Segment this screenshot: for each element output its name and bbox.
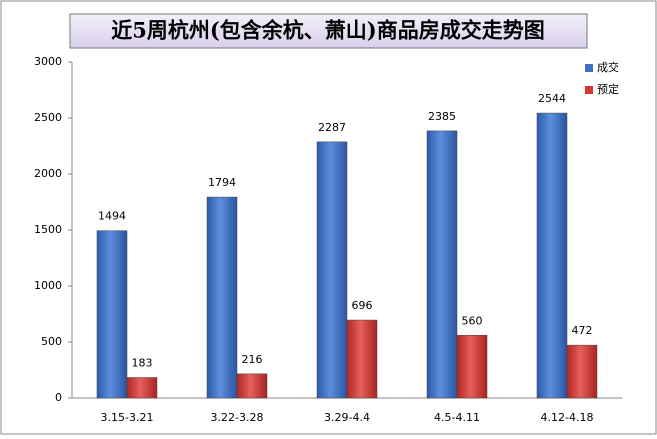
bar [346,319,378,399]
bar [536,112,568,399]
y-tick-label: 1000 [34,279,62,292]
legend-label: 成交 [597,60,619,74]
data-label: 696 [352,299,373,312]
x-tick-label: 3.29-4.4 [324,411,370,424]
bar [96,230,128,399]
x-tick-label: 3.22-3.28 [211,411,264,424]
x-tick-label: 4.12-4.18 [541,411,594,424]
legend-label: 预定 [597,82,619,96]
data-label: 472 [572,324,593,337]
bar [426,130,458,399]
data-label: 2385 [428,110,456,123]
y-tick-label: 2000 [34,167,62,180]
data-label: 216 [242,353,263,366]
x-tick-label: 3.15-3.21 [101,411,154,424]
data-label: 560 [462,314,483,327]
bar [456,335,488,399]
x-tick-label: 4.5-4.11 [434,411,480,424]
legend-swatch [585,64,593,72]
legend-swatch [585,86,593,94]
y-tick-label: 0 [55,391,62,404]
bar [126,377,158,399]
data-label: 2287 [318,121,346,134]
data-label: 2544 [538,92,566,105]
data-label: 183 [132,357,153,370]
y-tick-label: 2500 [34,111,62,124]
data-label: 1494 [98,210,126,223]
bar [316,141,348,399]
bar [236,373,268,399]
y-tick-label: 1500 [34,223,62,236]
title-box [69,13,588,49]
data-label: 1794 [208,176,236,189]
bar [566,344,598,399]
bar [206,196,238,399]
y-tick-label: 500 [41,335,62,348]
y-tick-label: 3000 [34,55,62,68]
chart-title: 近5周杭州(包含余杭、萧山)商品房成交走势图 [111,18,544,43]
